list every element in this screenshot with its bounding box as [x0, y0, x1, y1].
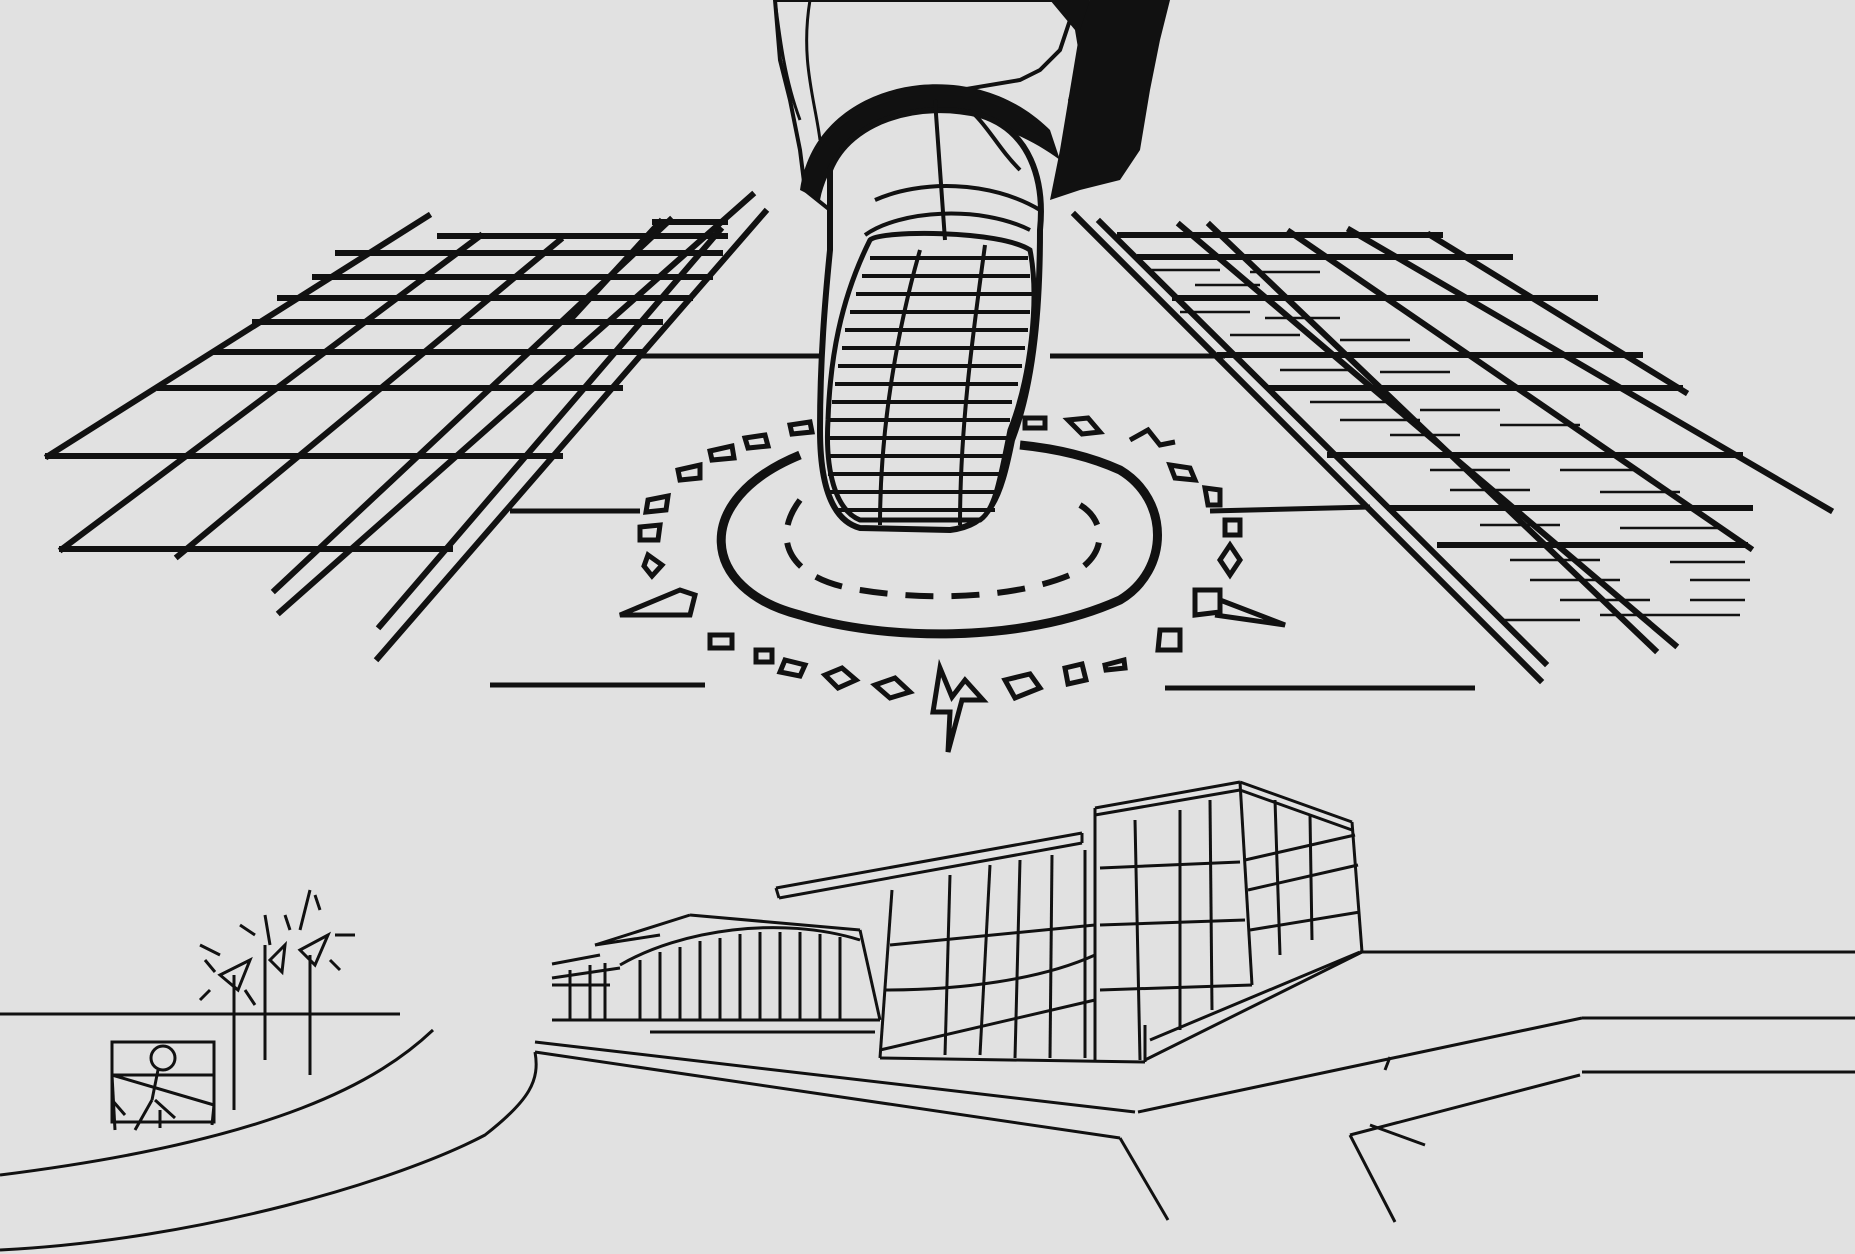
energy-ring-icon — [716, 440, 1162, 639]
left-tile-grid — [43, 190, 770, 663]
spark-fragments — [619, 415, 1286, 702]
lightning-bolt-icon — [930, 658, 989, 753]
right-tile-hatching — [1150, 268, 1750, 622]
ground-lines — [0, 950, 1855, 1252]
building-icon — [551, 780, 1392, 1071]
street-lamp-icon — [198, 889, 355, 1110]
stick-figure-icon — [110, 1040, 216, 1131]
shoe-icon — [772, 0, 1170, 534]
pathway-lines — [490, 353, 1475, 691]
